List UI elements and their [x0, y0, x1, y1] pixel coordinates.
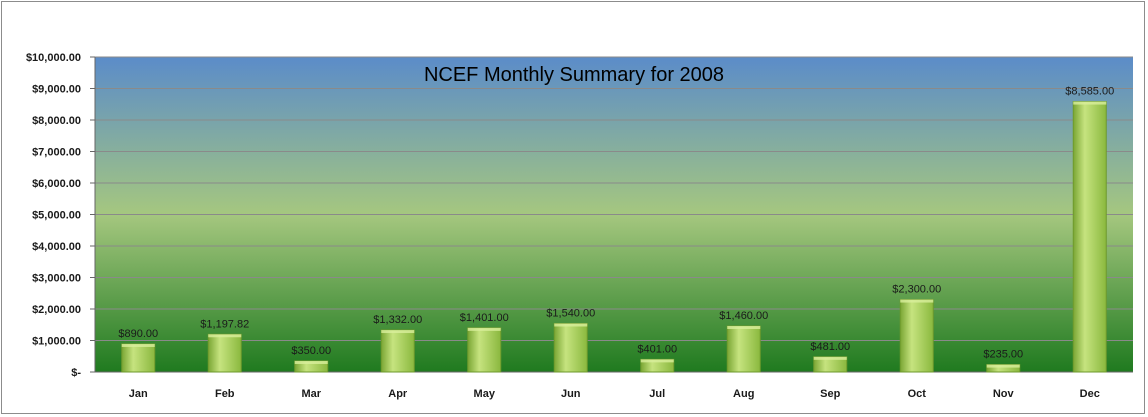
data-label-may: $1,401.00 — [460, 312, 509, 324]
bar-jan — [121, 343, 156, 373]
x-tick-label: Jan — [129, 388, 148, 400]
bar-top-highlight — [381, 330, 415, 334]
data-label-jan: $890.00 — [118, 328, 158, 340]
x-tick-label: Oct — [908, 388, 927, 400]
x-tick-label: Mar — [301, 388, 321, 400]
y-tick-label: $4,000.00 — [32, 241, 81, 253]
bar-top-highlight — [121, 343, 155, 347]
y-tick-label: $5,000.00 — [32, 210, 81, 222]
bar-top-highlight — [727, 326, 761, 330]
data-label-jun: $1,540.00 — [546, 307, 595, 319]
x-tick-label: Aug — [733, 388, 754, 400]
bar-oct — [899, 299, 934, 373]
y-tick-label: $- — [71, 367, 81, 379]
x-tick-label: Apr — [388, 388, 408, 400]
y-tick-label: $3,000.00 — [32, 273, 81, 285]
data-label-apr: $1,332.00 — [373, 314, 422, 326]
bar-top-highlight — [1073, 101, 1107, 105]
data-label-jul: $401.00 — [637, 343, 677, 355]
data-labels: $890.00 $1,197.82 $350.00 $1,332.00 $1,401.0… — [118, 86, 1114, 361]
data-label-sep: $481.00 — [810, 341, 850, 353]
x-tick-label: Nov — [993, 388, 1015, 400]
bar-top-highlight — [900, 299, 934, 303]
y-tick-label: $10,000.00 — [26, 52, 81, 64]
bar-top-highlight — [986, 364, 1020, 368]
data-label-aug: $1,460.00 — [719, 310, 768, 322]
bar-top-highlight — [294, 360, 328, 364]
bar-dec — [1072, 101, 1107, 373]
y-tick-label: $7,000.00 — [32, 147, 81, 159]
y-axis: $- $1,000.00 $2,000.00 $3,000.00 $4,000.00 $5… — [26, 52, 96, 379]
data-label-oct: $2,300.00 — [892, 284, 941, 296]
y-tick-label: $9,000.00 — [32, 84, 81, 96]
data-label-nov: $235.00 — [983, 349, 1023, 361]
x-tick-label: Jun — [561, 388, 581, 400]
y-tick-label: $1,000.00 — [32, 336, 81, 348]
y-tick-label: $6,000.00 — [32, 178, 81, 190]
x-tick-label: Sep — [820, 388, 840, 400]
bars — [121, 101, 1107, 373]
data-label-feb: $1,197.82 — [200, 318, 249, 330]
bar-jun — [553, 322, 588, 373]
x-tick-label: Feb — [215, 388, 235, 400]
bar-may — [467, 327, 502, 373]
x-tick-label: Jul — [649, 388, 665, 400]
x-tick-label: Dec — [1080, 388, 1100, 400]
bar-top-highlight — [554, 323, 588, 327]
chart-title: NCEF Monthly Summary for 2008 — [424, 64, 724, 86]
bar-top-highlight — [813, 356, 847, 360]
bar-top-highlight — [467, 327, 501, 331]
bar-top-highlight — [208, 334, 242, 338]
x-tick-label: May — [474, 388, 496, 400]
bar-apr — [380, 329, 415, 373]
bar-feb — [207, 333, 242, 373]
y-tick-label: $2,000.00 — [32, 304, 81, 316]
gridlines — [95, 56, 1133, 341]
y-tick-label: $8,000.00 — [32, 115, 81, 127]
data-label-mar: $350.00 — [291, 345, 331, 357]
x-axis: Jan Feb Mar Apr May Jun Jul Aug Sep Oct Nov Dec — [95, 371, 1133, 400]
bar-top-highlight — [640, 359, 674, 363]
data-label-dec: $8,585.00 — [1065, 86, 1114, 98]
bar-aug — [726, 325, 761, 373]
